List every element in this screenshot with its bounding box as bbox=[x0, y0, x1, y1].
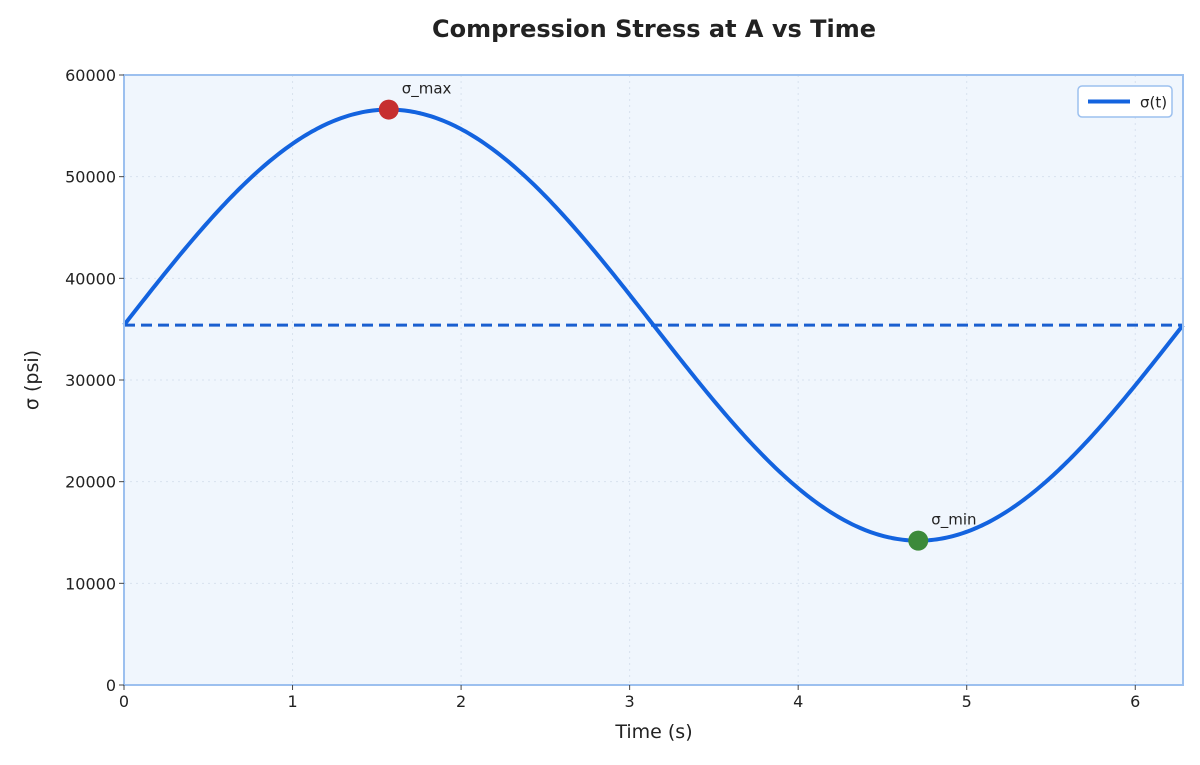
x-tick-label: 2 bbox=[456, 692, 466, 711]
sigma-min-marker bbox=[908, 530, 929, 551]
sigma-max-label: σ_max bbox=[402, 80, 452, 99]
x-tick-label: 3 bbox=[625, 692, 635, 711]
x-axis-ticks: 0 1 2 3 4 5 6 bbox=[119, 685, 1140, 711]
annotations: σ_max σ_min bbox=[378, 80, 977, 551]
y-tick-label: 50000 bbox=[65, 168, 116, 187]
legend: σ(t) bbox=[1077, 85, 1173, 118]
legend-label: σ(t) bbox=[1140, 94, 1167, 112]
series-layer bbox=[122, 107, 1185, 543]
y-tick-label: 60000 bbox=[65, 66, 116, 85]
y-tick-label: 30000 bbox=[65, 371, 116, 390]
y-tick-label: 40000 bbox=[65, 269, 116, 288]
y-axis-ticks: 0 10000 20000 30000 40000 50000 60000 bbox=[65, 66, 124, 695]
x-axis-label: Time (s) bbox=[614, 721, 692, 743]
sigma-min-label: σ_min bbox=[931, 511, 976, 530]
y-tick-label: 10000 bbox=[65, 574, 116, 593]
stress-series-line bbox=[122, 107, 1185, 543]
y-tick-label: 0 bbox=[106, 676, 116, 695]
x-tick-label: 5 bbox=[962, 692, 972, 711]
x-tick-label: 0 bbox=[119, 692, 129, 711]
y-axis-label: σ (psi) bbox=[21, 350, 43, 410]
x-tick-label: 6 bbox=[1130, 692, 1140, 711]
x-tick-label: 4 bbox=[793, 692, 803, 711]
sigma-max-marker bbox=[378, 99, 399, 120]
x-tick-label: 1 bbox=[287, 692, 297, 711]
grid-lines bbox=[124, 75, 1183, 685]
chart-title: Compression Stress at A vs Time bbox=[432, 15, 876, 43]
y-tick-label: 20000 bbox=[65, 473, 116, 492]
